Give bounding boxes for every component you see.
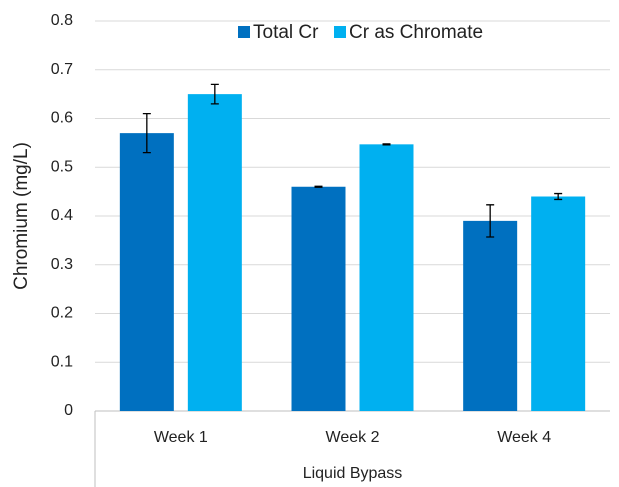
x-tick-label: Week 4 [497, 429, 551, 446]
bar [291, 186, 346, 411]
legend-swatch [238, 26, 250, 38]
bar [187, 94, 242, 411]
y-tick-label: 0.6 [51, 110, 73, 127]
bar [359, 144, 414, 411]
y-tick-label: 0.8 [51, 12, 73, 29]
y-tick-label: 0.7 [51, 61, 73, 78]
legend-label: Total Cr [253, 22, 319, 43]
x-tick-label: Week 1 [154, 429, 208, 446]
error-bar [382, 143, 391, 146]
x-tick-label: Week 2 [326, 429, 380, 446]
error-bar [142, 112, 151, 154]
error-bar [486, 204, 495, 238]
error-bar [314, 185, 323, 188]
legend-background [230, 22, 485, 44]
bar [531, 196, 586, 411]
error-bar [554, 192, 563, 201]
y-tick-label: 0.1 [51, 353, 73, 370]
error-bar [210, 83, 219, 105]
legend-swatch [334, 26, 346, 38]
bar [119, 133, 174, 411]
bar [463, 220, 518, 411]
y-tick-label: 0 [64, 402, 73, 419]
y-tick-label: 0.3 [51, 256, 73, 273]
group-label: Liquid Bypass [303, 465, 403, 482]
y-tick-label: 0.2 [51, 305, 73, 322]
y-tick-label: 0.5 [51, 158, 73, 175]
legend-label: Cr as Chromate [349, 22, 483, 43]
y-axis-label: Chromium (mg/L) [11, 142, 32, 290]
y-tick-label: 0.4 [51, 207, 73, 224]
